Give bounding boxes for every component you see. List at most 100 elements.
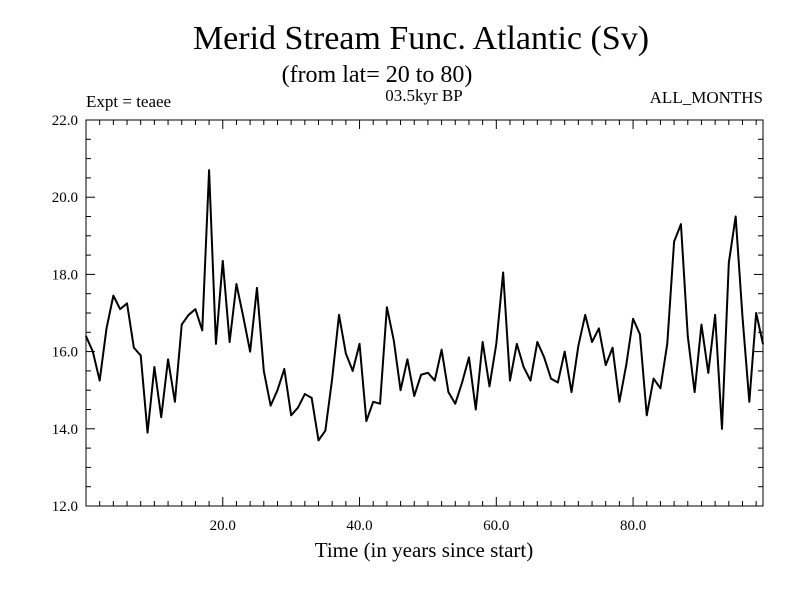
- data-point: [413, 395, 416, 397]
- data-point: [748, 400, 751, 403]
- data-point: [604, 364, 607, 366]
- x-axis: 20.0 40.0 60.0 80.0: [99, 120, 757, 534]
- data-point: [461, 381, 463, 384]
- data-point: [263, 370, 265, 372]
- data-point: [392, 339, 395, 341]
- data-point: [180, 323, 183, 326]
- data-point: [235, 283, 238, 285]
- data-point: [338, 314, 340, 316]
- data-point: [570, 391, 573, 393]
- data-point: [741, 316, 744, 318]
- data-point: [345, 352, 347, 355]
- data-point: [317, 439, 320, 442]
- data-point: [194, 308, 197, 310]
- data-point: [351, 370, 354, 372]
- data-point: [598, 327, 600, 330]
- data-point: [686, 335, 689, 337]
- data-point: [208, 169, 210, 171]
- data-point: [420, 373, 422, 376]
- data-point: [297, 406, 299, 409]
- data-point: [440, 348, 443, 351]
- data-point: [666, 343, 669, 345]
- data-point: [502, 271, 504, 274]
- data-point: [721, 428, 723, 430]
- data-point: [611, 346, 614, 349]
- data-point: [680, 223, 682, 226]
- data-point: [290, 414, 292, 417]
- data-point: [310, 397, 313, 399]
- data-point: [591, 341, 593, 343]
- y-axis: 12.0 14.0 16.0 18.0 20.0 22.0: [52, 113, 763, 515]
- data-point: [639, 333, 641, 336]
- data-point: [167, 358, 169, 361]
- data-point: [454, 402, 457, 405]
- x-tick-label: 20.0: [210, 518, 236, 534]
- period-label: 03.5kyr BP: [385, 86, 462, 105]
- data-point: [187, 314, 190, 316]
- data-point: [700, 323, 703, 326]
- data-point: [632, 317, 634, 320]
- data-point: [304, 393, 306, 395]
- data-point: [92, 350, 94, 353]
- data-point: [481, 341, 484, 343]
- data-point: [358, 343, 361, 345]
- data-point: [174, 400, 176, 403]
- data-point: [468, 356, 470, 359]
- x-axis-label: Time (in years since start): [315, 538, 534, 562]
- data-point: [618, 400, 621, 403]
- y-tick-label: 14.0: [52, 422, 78, 438]
- data-point: [269, 404, 272, 407]
- data-point: [516, 343, 518, 345]
- data-point: [146, 431, 149, 434]
- data-point: [372, 400, 375, 403]
- data-point: [495, 343, 498, 345]
- data-point: [659, 387, 662, 390]
- data-point: [645, 414, 648, 417]
- data-point: [283, 368, 286, 370]
- data-point: [119, 308, 121, 310]
- y-tick-label: 16.0: [52, 345, 78, 361]
- data-point: [160, 416, 163, 419]
- data-point: [276, 389, 279, 392]
- series-points: [85, 169, 764, 442]
- data-point: [399, 389, 402, 392]
- data-point: [153, 366, 156, 368]
- y-tick-label: 22.0: [52, 113, 78, 129]
- y-tick-label: 12.0: [52, 499, 78, 515]
- data-point: [707, 372, 710, 374]
- data-point: [447, 391, 450, 393]
- data-point: [536, 341, 539, 343]
- data-point: [728, 262, 730, 264]
- data-point: [734, 215, 737, 218]
- data-point: [427, 372, 429, 374]
- data-point: [557, 381, 559, 384]
- data-point: [755, 312, 757, 314]
- data-point: [215, 343, 217, 345]
- data-point: [386, 306, 388, 309]
- data-point: [563, 350, 566, 353]
- data-point: [529, 379, 532, 382]
- plot-frame: [85, 119, 764, 507]
- y-tick-label: 20.0: [52, 190, 78, 206]
- months-label: ALL_MONTHS: [650, 88, 763, 107]
- data-point: [221, 260, 224, 262]
- data-point: [652, 377, 655, 380]
- data-point: [474, 408, 477, 411]
- data-point: [112, 294, 115, 297]
- chart-title: Merid Stream Func. Atlantic (Sv): [193, 20, 649, 57]
- data-point: [625, 364, 628, 366]
- data-point: [550, 377, 552, 380]
- x-tick-label: 40.0: [346, 518, 372, 534]
- data-point: [406, 358, 409, 361]
- data-point: [543, 356, 545, 359]
- data-point: [139, 354, 142, 357]
- x-tick-label: 80.0: [620, 518, 646, 534]
- y-tick-label: 18.0: [52, 267, 78, 283]
- data-point: [714, 314, 716, 316]
- data-point: [228, 341, 231, 343]
- chart-subtitle: (from lat= 20 to 80): [282, 62, 473, 88]
- x-tick-label: 60.0: [483, 518, 509, 534]
- data-point: [693, 391, 696, 393]
- data-point: [577, 345, 580, 347]
